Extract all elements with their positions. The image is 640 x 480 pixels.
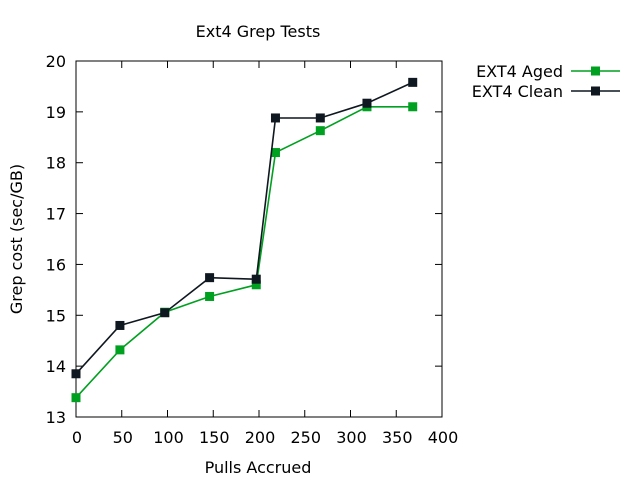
series-ext4-aged: [71, 102, 418, 403]
y-axis-label: Grep cost (sec/GB): [7, 164, 26, 314]
data-point-ext4-clean: [115, 320, 125, 330]
series-line-ext4-aged: [75, 106, 413, 399]
x-tick-label: 350: [382, 428, 413, 447]
plot-area: [75, 60, 443, 418]
legend-label: EXT4 Clean: [472, 82, 563, 101]
data-point-ext4-aged: [270, 148, 280, 158]
x-axis-label: Pulls Accrued: [205, 458, 312, 477]
x-axis: 0 50 100 150 200 250 300 350 400: [72, 61, 458, 447]
data-point-ext4-clean: [160, 308, 170, 318]
chart-title: Ext4 Grep Tests: [196, 22, 321, 41]
data-point-ext4-aged: [408, 102, 418, 112]
y-tick-label: 20: [46, 52, 66, 71]
data-point-ext4-clean: [270, 113, 280, 123]
data-point-ext4-aged: [205, 291, 215, 301]
series-line-ext4-clean: [75, 81, 414, 375]
y-tick-label: 16: [46, 255, 66, 274]
y-tick-label: 19: [46, 103, 66, 122]
y-tick-label: 18: [46, 154, 66, 173]
data-point-ext4-clean: [315, 113, 325, 123]
y-tick-label: 13: [46, 408, 66, 427]
y-axis: 13 14 15 16 17 18 19 20: [46, 52, 442, 427]
legend-swatch-marker: [591, 66, 600, 76]
series-ext4-clean: [71, 77, 418, 379]
series-layer: [71, 77, 418, 403]
legend-item-ext4-aged: EXT4 Aged: [476, 62, 620, 81]
y-tick-label: 14: [46, 357, 66, 376]
x-tick-label: 300: [336, 428, 367, 447]
x-tick-label: 250: [290, 428, 321, 447]
data-point-ext4-clean: [408, 77, 418, 87]
y-tick-label: 15: [46, 306, 66, 325]
legend-label: EXT4 Aged: [476, 62, 563, 81]
data-point-ext4-clean: [205, 273, 215, 283]
data-point-ext4-clean: [251, 274, 261, 284]
data-point-ext4-aged: [71, 393, 81, 403]
x-tick-label: 100: [153, 428, 184, 447]
plot-border: [75, 60, 443, 418]
x-tick-label: 0: [72, 428, 82, 447]
data-point-ext4-aged: [251, 280, 261, 290]
y-tick-label: 17: [46, 205, 66, 224]
data-point-ext4-aged: [115, 345, 125, 355]
data-point-ext4-clean: [71, 369, 81, 379]
x-tick-label: 200: [245, 428, 276, 447]
x-tick-label: 400: [428, 428, 459, 447]
x-tick-label: 150: [199, 428, 230, 447]
x-tick-label: 50: [113, 428, 133, 447]
legend-swatch-marker: [591, 86, 600, 96]
data-point-ext4-clean: [362, 98, 372, 108]
data-point-ext4-aged: [315, 126, 325, 136]
legend-item-ext4-clean: EXT4 Clean: [472, 82, 620, 101]
